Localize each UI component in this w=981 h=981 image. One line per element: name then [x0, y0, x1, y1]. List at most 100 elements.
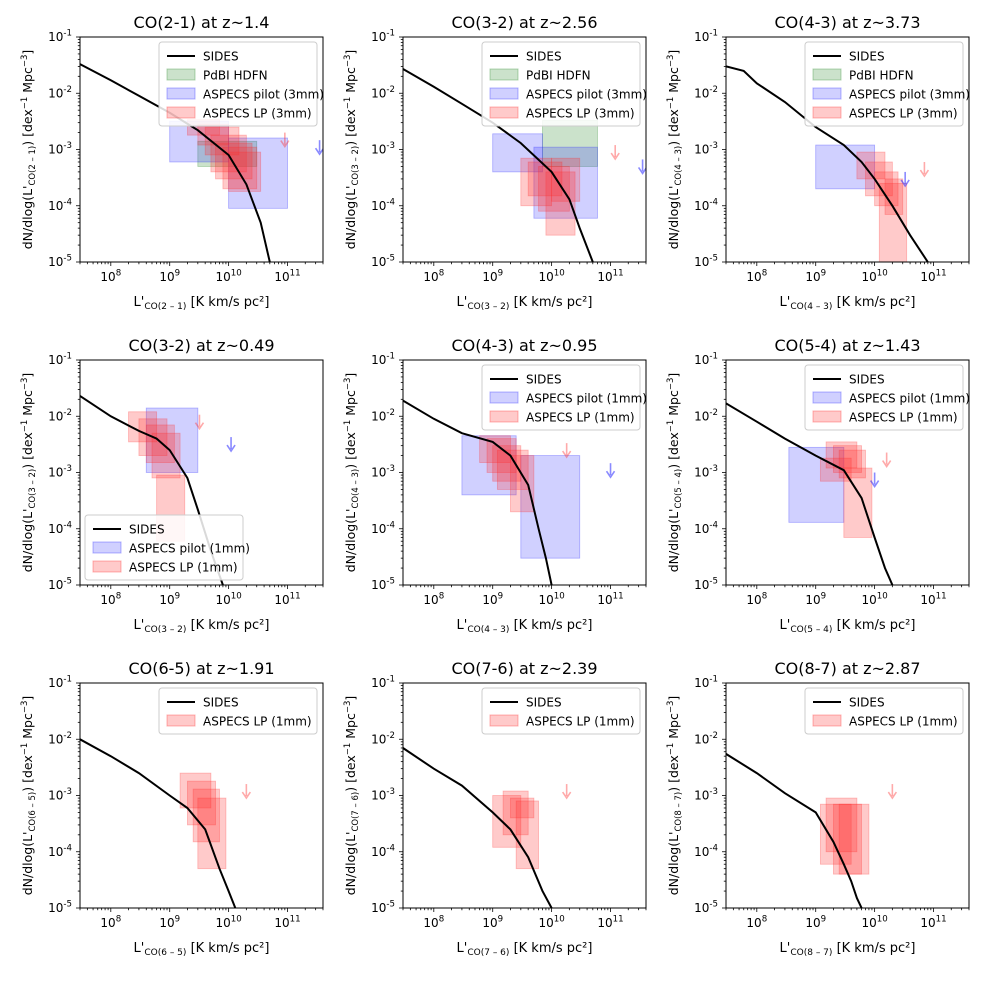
- legend-label: ASPECS LP (3mm): [849, 107, 958, 121]
- x-tick-label: 1011: [274, 592, 300, 607]
- legend-swatch: [166, 68, 196, 81]
- y-axis-label: dN/dlog(L'CO(3 – 2)) [dex−1 Mpc−3]: [20, 373, 38, 573]
- y-tick-label: 10-4: [371, 520, 395, 535]
- legend-label: SIDES: [849, 50, 885, 64]
- y-tick-label: 10-4: [371, 197, 395, 212]
- lp-box: [510, 797, 535, 819]
- lp-box: [510, 455, 535, 513]
- legend-label: SIDES: [526, 696, 562, 710]
- pdbi-box: [542, 119, 598, 167]
- legend-swatch: [812, 87, 842, 100]
- y-tick-label: 10-3: [48, 141, 72, 156]
- y-tick-label: 10-3: [694, 141, 718, 156]
- x-axis-label: L'CO(3 – 2) [K km/s pc²]: [457, 295, 593, 312]
- legend-label: SIDES: [849, 696, 885, 710]
- y-tick-label: 10-1: [694, 29, 718, 44]
- pilot-limit-arrow: [605, 470, 616, 479]
- sides-curve: [726, 753, 863, 908]
- x-tick-label: 1010: [538, 592, 564, 607]
- x-axis-label: L'CO(8 – 7) [K km/s pc²]: [780, 941, 916, 958]
- legend-frame: [804, 687, 964, 735]
- y-tick-label: 10-1: [48, 352, 72, 367]
- lp-box: [825, 797, 858, 853]
- x-axis-label: L'CO(5 – 4) [K km/s pc²]: [780, 618, 916, 635]
- legend-swatch: [489, 68, 519, 81]
- x-tick-label: 1011: [920, 592, 946, 607]
- x-axis-label: L'CO(6 – 5) [K km/s pc²]: [134, 941, 270, 958]
- plot-area: [403, 399, 616, 585]
- y-axis-label: dN/dlog(L'CO(5 – 4)) [dex−1 Mpc−3]: [666, 373, 684, 573]
- legend-swatch: [166, 87, 196, 100]
- legend: SIDES PdBI HDFN ASPECS pilot (3mm) ASPECS L…: [481, 41, 647, 127]
- legend-label: ASPECS LP (3mm): [526, 107, 635, 121]
- y-tick-label: 10-1: [694, 352, 718, 367]
- legend: SIDES ASPECS pilot (1mm) ASPECS LP (1mm): [481, 364, 647, 431]
- x-tick-label: 108: [423, 915, 444, 930]
- lp-box: [228, 151, 262, 192]
- panel-title: CO(4-3) at z~0.95: [451, 336, 597, 355]
- y-tick-label: 10-2: [48, 408, 72, 423]
- pilot-box: [520, 455, 581, 559]
- y-tick-label: 10-4: [48, 520, 72, 535]
- lp-box: [833, 803, 862, 875]
- y-tick-label: 10-3: [694, 464, 718, 479]
- y-tick-label: 10-1: [48, 675, 72, 690]
- y-tick-label: 10-2: [694, 731, 718, 746]
- legend-swatch: [489, 87, 519, 100]
- y-tick-label: 10-4: [694, 197, 718, 212]
- legend-swatch: [812, 410, 842, 423]
- y-tick-label: 10-5: [371, 254, 395, 269]
- lp-box: [179, 772, 212, 809]
- x-tick-label: 1010: [538, 915, 564, 930]
- y-tick-label: 10-1: [371, 675, 395, 690]
- legend-swatch: [812, 714, 842, 727]
- y-tick-label: 10-5: [694, 254, 718, 269]
- lp-limit-arrow: [561, 450, 572, 459]
- x-tick-label: 1010: [215, 269, 241, 284]
- x-tick-label: 108: [746, 592, 767, 607]
- legend: SIDES PdBI HDFN ASPECS pilot (3mm) ASPECS L…: [804, 41, 970, 127]
- legend-label: PdBI HDFN: [849, 69, 914, 83]
- x-tick-label: 1010: [538, 269, 564, 284]
- x-tick-label: 108: [100, 269, 121, 284]
- lp-limit-arrow: [919, 169, 930, 178]
- legend-label: ASPECS pilot (3mm): [526, 88, 647, 102]
- legend-label: PdBI HDFN: [526, 69, 591, 83]
- legend-frame: [84, 514, 244, 581]
- sides-curve: [80, 738, 237, 908]
- plot-area: [403, 747, 572, 908]
- x-tick-label: 1010: [861, 269, 887, 284]
- pilot-limit-arrow: [869, 480, 880, 488]
- x-tick-label: 1011: [274, 269, 300, 284]
- legend-frame: [481, 364, 641, 431]
- legend-frame: [804, 41, 964, 127]
- lp-limit-arrow: [194, 422, 205, 431]
- panel-title: CO(3-2) at z~0.49: [128, 336, 274, 355]
- x-tick-label: 109: [805, 915, 826, 930]
- panel-title: CO(4-3) at z~3.73: [774, 13, 920, 32]
- x-tick-label: 109: [159, 592, 180, 607]
- legend-label: ASPECS LP (1mm): [526, 411, 635, 425]
- sides-curve: [80, 63, 271, 262]
- panel-9: CO(8-7) at z~2.87 108 109 1010 1011 10-5 10-4 1…: [666, 659, 970, 958]
- y-tick-label: 10-2: [48, 731, 72, 746]
- x-axis-label: L'CO(7 – 6) [K km/s pc²]: [457, 941, 593, 958]
- legend-frame: [804, 364, 964, 431]
- plot-area: [80, 63, 323, 262]
- x-tick-label: 1011: [597, 592, 623, 607]
- x-tick-label: 1010: [861, 592, 887, 607]
- lp-box: [145, 424, 175, 463]
- sides-curve: [403, 747, 553, 908]
- y-tick-label: 10-4: [694, 843, 718, 858]
- lp-box: [819, 457, 852, 482]
- legend-frame: [481, 687, 641, 735]
- x-tick-label: 109: [482, 269, 503, 284]
- lp-box: [838, 449, 866, 479]
- y-tick-label: 10-1: [48, 29, 72, 44]
- panel-6: CO(5-4) at z~1.43 108 109 1010 1011 10-5 10-4 1…: [666, 336, 970, 635]
- lp-box: [843, 467, 873, 538]
- legend-label: SIDES: [203, 696, 239, 710]
- legend-label: ASPECS pilot (1mm): [129, 542, 250, 556]
- panel-7: CO(6-5) at z~1.91 108 109 1010 1011 10-5 10-4 1…: [20, 659, 324, 958]
